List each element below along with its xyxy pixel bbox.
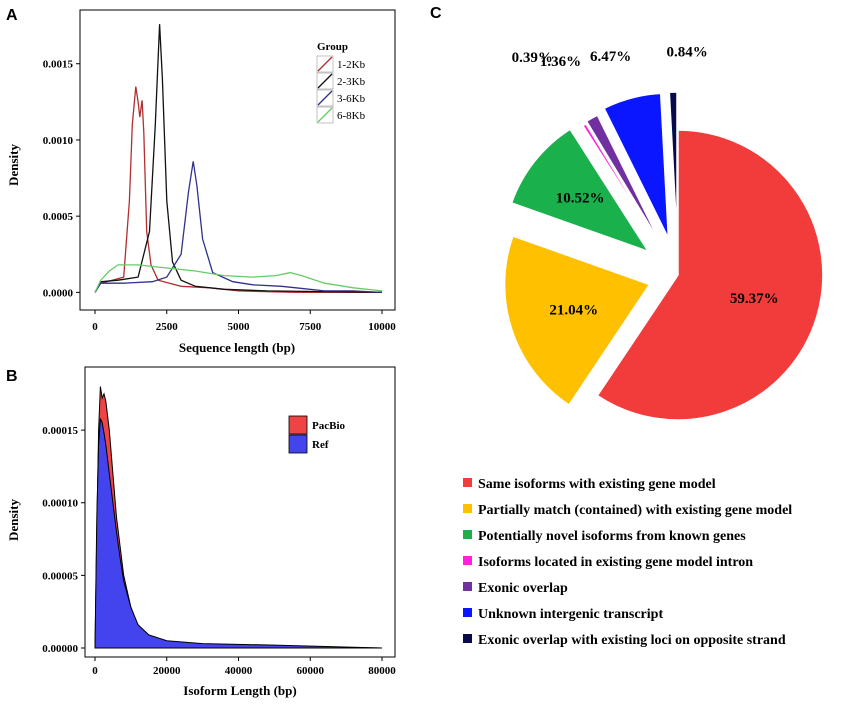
- pie-slice-label: 59.37%: [730, 291, 779, 307]
- panel-a-series-line: [94, 24, 383, 294]
- pie-legend-swatch: [463, 582, 472, 591]
- pie-slice: [596, 129, 824, 421]
- panel-b-xtick-label: 20000: [153, 665, 181, 677]
- panel-a-legend: Group 1-2Kb 2-3Kb 3-6Kb 6-8Kb: [316, 41, 366, 124]
- panel-a-legend-label: 3-6Kb: [337, 93, 366, 105]
- panel-b-frame: [84, 366, 396, 658]
- panel-a-letter: A: [6, 7, 18, 24]
- pie-legend-swatch: [463, 530, 472, 539]
- panel-b-xlabel: Isoform Length (bp): [183, 683, 296, 698]
- pie-legend-label: Same isoforms with existing gene model: [478, 477, 716, 492]
- panel-a-legend-label: 1-2Kb: [337, 59, 366, 71]
- pie-legend-label: Partially match (contained) with existin…: [478, 503, 792, 518]
- panel-b-xtick-label: 0: [92, 665, 98, 677]
- panel-a-legend-label: 2-3Kb: [337, 76, 366, 88]
- pie-slice: [668, 91, 678, 238]
- panel-a-legend-label: 6-8Kb: [337, 110, 366, 122]
- panel-b-series-area: [94, 418, 383, 649]
- pie-slice-label: 21.04%: [549, 303, 598, 319]
- panel-a-legend-swatch: [317, 73, 333, 89]
- panel-a-xtick-label: 5000: [228, 321, 251, 333]
- pie-slice-label: 0.39%: [512, 50, 553, 66]
- pie-legend-swatch: [463, 504, 472, 513]
- panel-a-legend-swatch: [317, 90, 333, 106]
- pie-slice-label: 0.84%: [666, 45, 707, 61]
- panel-b-legend-label: PacBio: [312, 420, 345, 432]
- pie-slice: [510, 128, 651, 253]
- pie-legend-label: Unknown intergenic transcript: [478, 607, 663, 622]
- panel-c: C 59.37% 21.04% 10.52% 0.39%1.36% 6.47% 0.84%…: [430, 5, 824, 648]
- panel-a-legend-title: Group: [317, 41, 348, 53]
- panel-a-series-line: [94, 264, 383, 293]
- panel-b-ytick-label: 0.00000: [42, 643, 78, 655]
- panel-a-ytick-label: 0.0000: [43, 287, 74, 299]
- panel-a-ylabel: Density: [6, 144, 21, 186]
- pie-slice-label: 1.36%: [540, 54, 581, 70]
- panel-b-ytick-label: 0.00005: [42, 570, 78, 582]
- panel-b-xtick-label: 80000: [368, 665, 396, 677]
- panel-b-ticks: 0 20000 40000 60000 80000 0.00000 0.00005 0.000…: [42, 425, 396, 677]
- pie-slice: [585, 114, 663, 246]
- panel-a-series-line: [94, 161, 383, 294]
- pie-legend-label: Isoforms located in existing gene model …: [478, 555, 753, 570]
- pie-legend-label: Potentially novel isoforms from known ge…: [478, 529, 746, 544]
- pie-legend-swatch: [463, 634, 472, 643]
- panel-a-legend-swatch: [317, 107, 333, 123]
- panel-a-ytick-label: 0.0010: [43, 135, 74, 147]
- pie-legend-swatch: [463, 478, 472, 487]
- panel-b-letter: B: [6, 368, 18, 385]
- panel-b-xtick-label: 60000: [297, 665, 325, 677]
- pie-legend-label: Exonic overlap: [478, 581, 568, 596]
- panel-b-ytick-label: 0.00015: [42, 425, 78, 437]
- panel-b-legend: PacBio Ref: [288, 415, 345, 454]
- pie-slice: [503, 235, 651, 407]
- panel-b-xtick-label: 40000: [225, 665, 253, 677]
- panel-a-xtick-label: 2500: [156, 321, 179, 333]
- panel-a: A 0 2500 5000 7500 10000 0.0000 0.0005 0.0010 0.…: [6, 7, 396, 355]
- panel-a-xtick-label: 0: [92, 321, 98, 333]
- panel-a-lines: [94, 24, 383, 294]
- pie-slice: [603, 92, 670, 239]
- panel-a-xtick-label: 10000: [368, 321, 396, 333]
- pie-slice-label: 10.52%: [556, 190, 605, 206]
- panel-a-xtick-label: 7500: [299, 321, 322, 333]
- pie-slice: [581, 122, 662, 249]
- pie-legend-swatch: [463, 608, 472, 617]
- panel-b-ytick-label: 0.00010: [42, 498, 78, 510]
- pie-legend-label: Exonic overlap with existing loci on opp…: [478, 633, 786, 648]
- panel-c-pie: 59.37% 21.04% 10.52% 0.39%1.36% 6.47% 0.84%: [503, 45, 824, 421]
- panel-b: B 0 20000 40000 60000 80000 0.00000 0.00005 0.0…: [6, 366, 396, 698]
- panel-b-legend-swatch: [288, 415, 308, 435]
- panel-a-xlabel: Sequence length (bp): [179, 340, 295, 355]
- pie-legend-swatch: [463, 556, 472, 565]
- pie-slice-label: 6.47%: [590, 49, 631, 65]
- panel-a-ytick-label: 0.0015: [43, 59, 74, 71]
- panel-a-legend-swatch: [317, 56, 333, 72]
- panel-c-legend: Same isoforms with existing gene model Pa…: [463, 477, 792, 648]
- panel-b-legend-label: Ref: [312, 439, 329, 451]
- panel-a-ticks: 0 2500 5000 7500 10000 0.0000 0.0005 0.0010 0.00…: [43, 59, 397, 333]
- panel-b-areas: [94, 386, 383, 649]
- panel-b-ylabel: Density: [6, 499, 21, 541]
- panel-a-ytick-label: 0.0005: [43, 211, 74, 223]
- panel-b-legend-swatch: [288, 434, 308, 454]
- panel-c-letter: C: [430, 5, 442, 22]
- panel-a-frame: [79, 9, 396, 311]
